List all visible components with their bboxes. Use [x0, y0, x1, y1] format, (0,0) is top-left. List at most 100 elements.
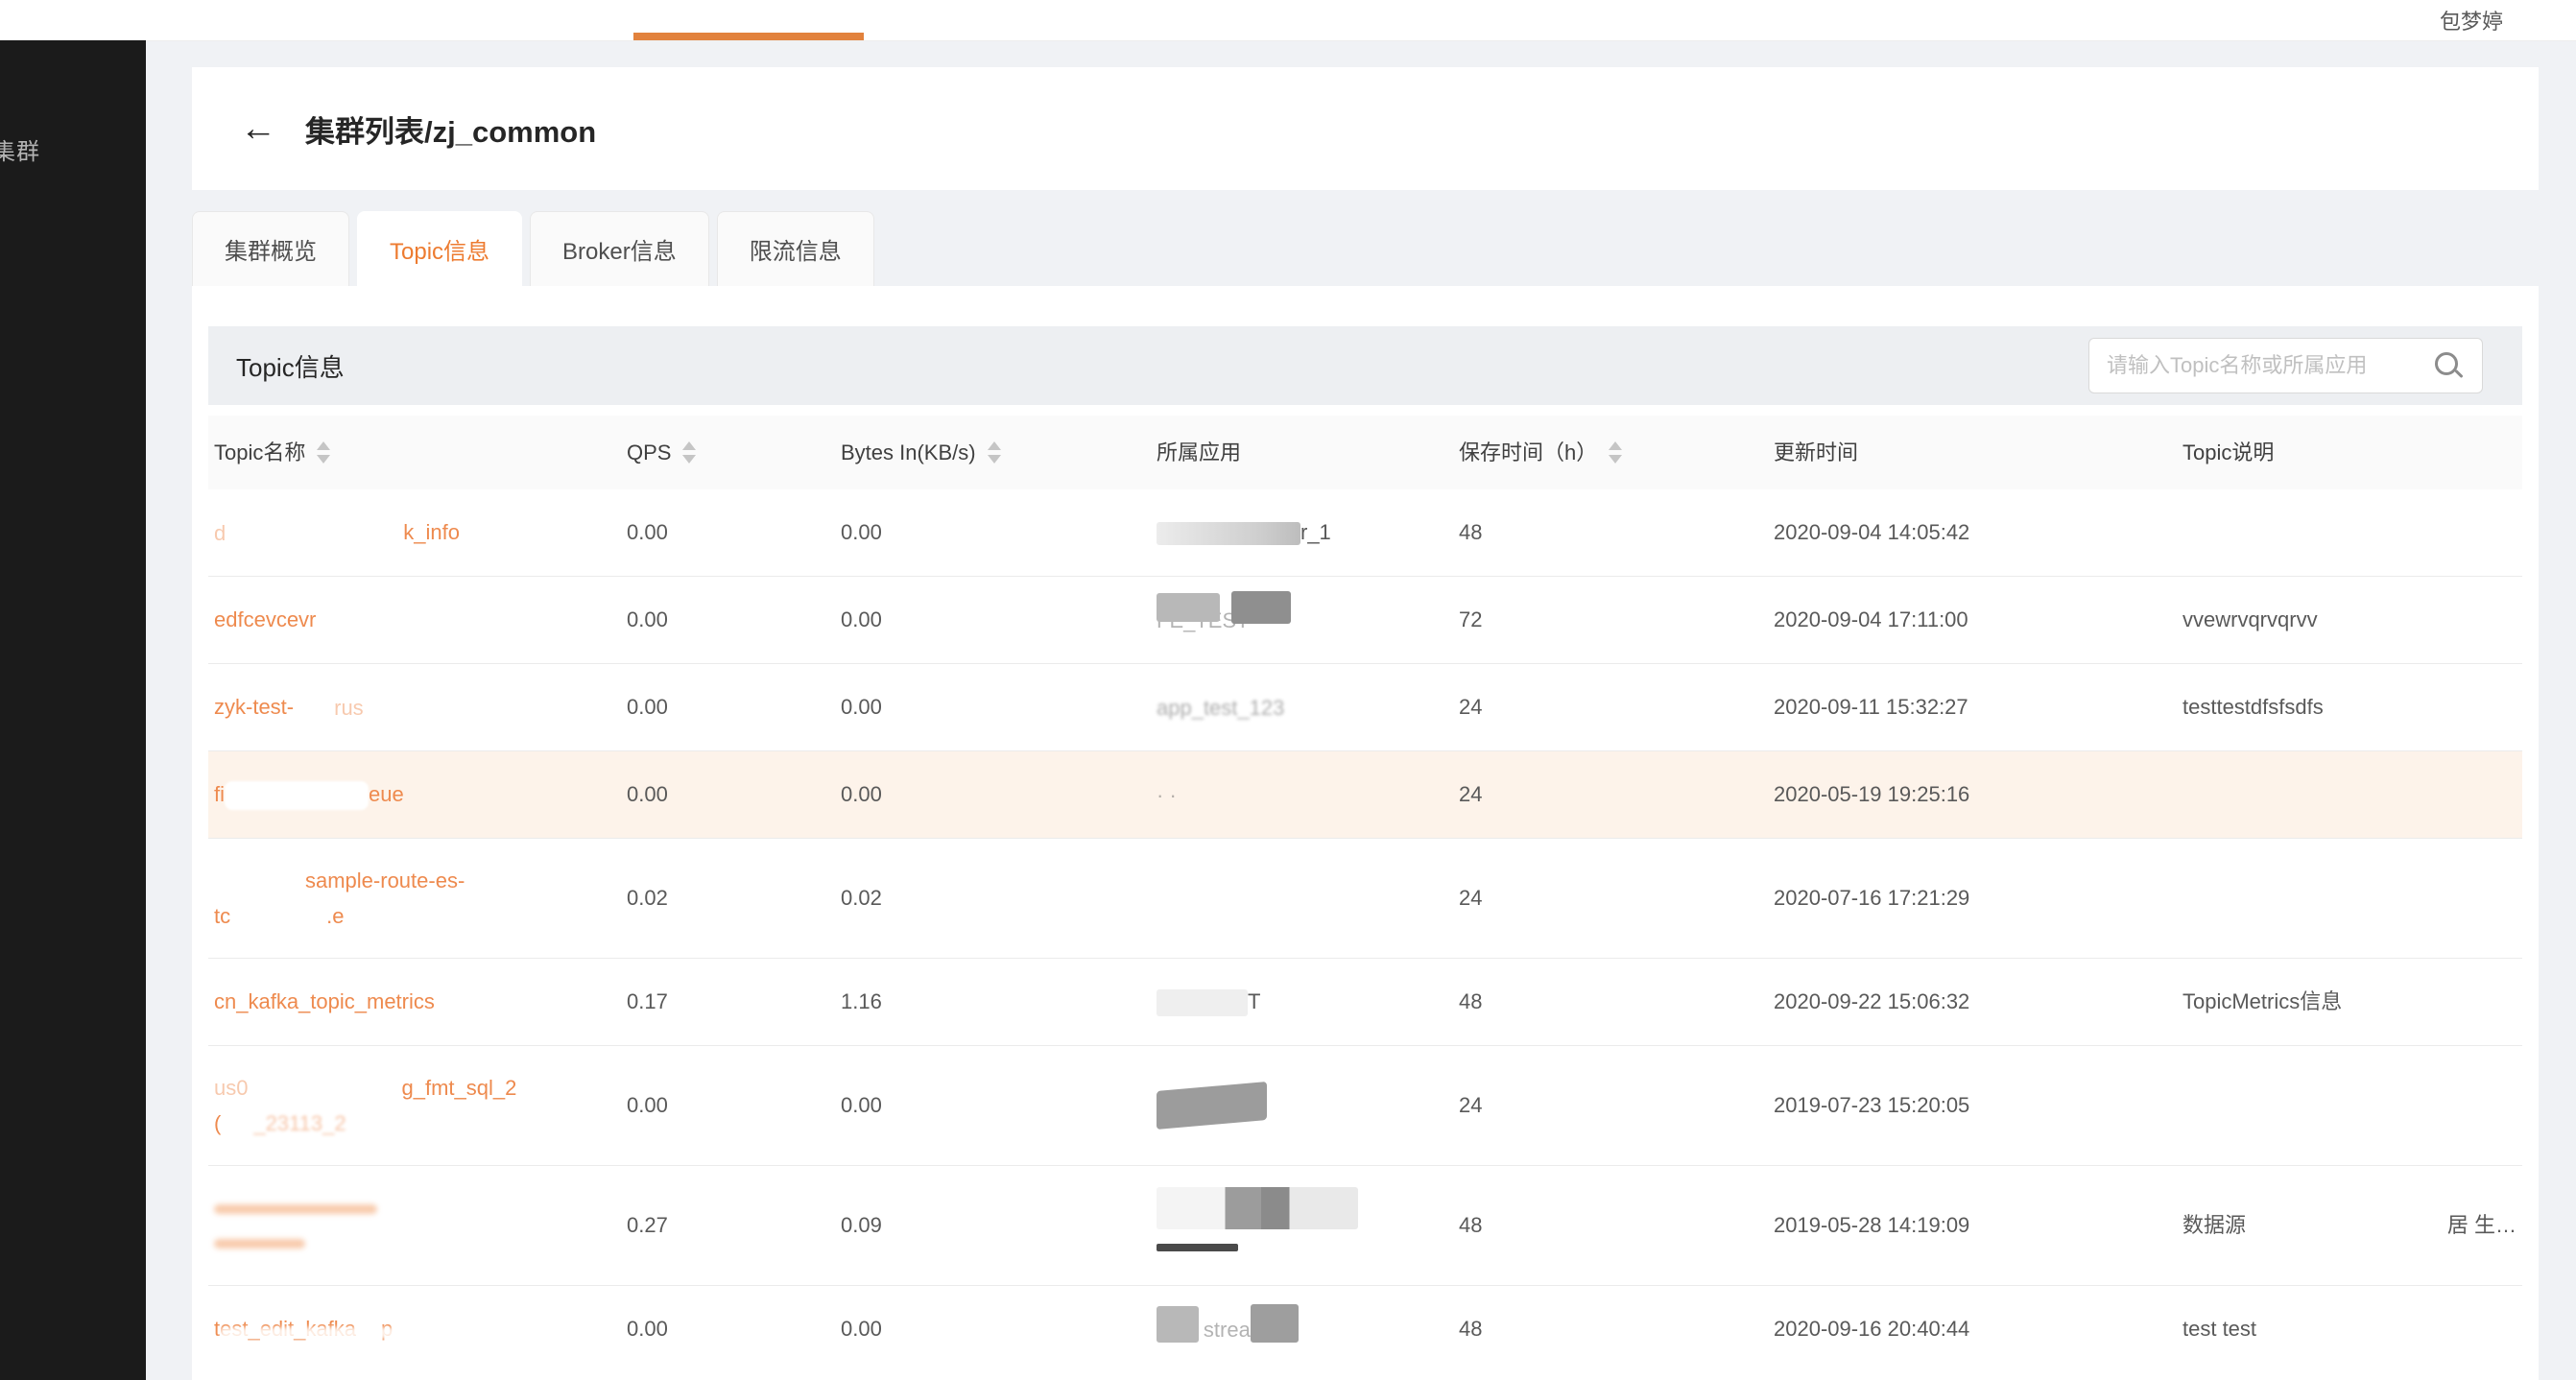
- topic-link[interactable]: fi: [214, 782, 225, 807]
- description-cell: vvewrvqrvqrvv: [2177, 577, 2522, 663]
- back-arrow-icon[interactable]: ←: [240, 108, 276, 149]
- cell-text: · ·: [1157, 782, 1177, 807]
- overflow-text: 居 生…: [2446, 1213, 2516, 1237]
- section-header: Topic信息: [208, 326, 2522, 405]
- tab-0[interactable]: 集群概览: [192, 211, 349, 286]
- bytes-in-cell: 0.02: [841, 886, 882, 910]
- retention-cell: 24: [1459, 1093, 1483, 1117]
- redaction-block: [1157, 1081, 1267, 1130]
- active-nav-indicator[interactable]: [633, 33, 864, 40]
- search-input[interactable]: [2088, 338, 2483, 393]
- topic-link[interactable]: .e: [326, 904, 345, 929]
- redaction-block: [1157, 1306, 1199, 1343]
- table-row: cn_kafka_topic_metrics 0.17 1.16 T 48 2020-09…: [208, 958, 2522, 1045]
- app-cell: [1151, 1166, 1453, 1285]
- topic-link[interactable]: cn_kafka_topic_metrics: [214, 989, 435, 1014]
- topic-name-cell: edfcevcevr: [208, 577, 621, 663]
- topic-link[interactable]: _23113_2: [253, 1111, 346, 1136]
- column-label: Topic名称: [214, 440, 306, 464]
- column-header[interactable]: Topic名称: [208, 416, 621, 489]
- description-text: vvewrvqrvqrvv: [2182, 607, 2318, 631]
- table-row: edfcevcevr 0.00 0.00 FE_TEST72 2020-09-04 17…: [208, 576, 2522, 663]
- search-icon[interactable]: [2435, 352, 2458, 375]
- topic-link[interactable]: us0: [214, 1076, 249, 1100]
- topic-link[interactable]: zyk-test-: [214, 695, 295, 720]
- column-header[interactable]: Bytes In(KB/s): [835, 416, 1151, 489]
- bytes-in-cell: 0.00: [841, 1317, 882, 1341]
- qps-cell: 0.00: [627, 695, 668, 719]
- search-box: [2088, 338, 2483, 393]
- tab-2[interactable]: Broker信息: [530, 211, 709, 286]
- description-cell: test test: [2177, 1286, 2522, 1372]
- bytes-in-cell: 0.00: [841, 782, 882, 806]
- tab-1[interactable]: Topic信息: [357, 211, 523, 286]
- updated-cell: 2020-09-11 15:32:27: [1774, 695, 1968, 719]
- qps-cell: 0.00: [627, 1093, 668, 1117]
- updated-cell: 2020-05-19 19:25:16: [1774, 782, 1970, 806]
- user-menu[interactable]: 包梦婷: [2439, 10, 2503, 34]
- topic-link[interactable]: d: [214, 520, 227, 545]
- redaction-block: [225, 780, 369, 810]
- app-cell: T: [1151, 959, 1453, 1045]
- redaction-block: [214, 1204, 377, 1215]
- qps-cell: 0.17: [627, 989, 668, 1013]
- section-title: Topic信息: [236, 352, 345, 382]
- description-text: testtestdfsfsdfs: [2182, 695, 2324, 719]
- sidebar: 集群: [0, 40, 146, 1380]
- column-label: Bytes In(KB/s): [841, 440, 976, 464]
- column-header[interactable]: 保存时间（h）: [1453, 416, 1768, 489]
- sort-icon[interactable]: [987, 441, 1001, 464]
- column-header: 所属应用: [1151, 416, 1453, 489]
- topic-link[interactable]: sample-route-es-: [305, 868, 465, 892]
- column-label: Topic说明: [2182, 440, 2275, 464]
- table-body: d k_info 0.00 0.00 r_1 48 2020-09-04 14:05:42 e…: [208, 489, 2522, 1372]
- topic-link[interactable]: tc: [214, 904, 231, 929]
- qps-cell: 0.00: [627, 607, 668, 631]
- tab-3[interactable]: 限流信息: [716, 211, 874, 286]
- description-cell: [2177, 839, 2522, 958]
- updated-cell: 2020-07-16 17:21:29: [1774, 886, 1970, 910]
- topic-name-cell: test_edit_kafkap: [208, 1286, 621, 1372]
- table-row: us0 g_fmt_sql_2 (_23113_2 0.00 0.00 24 2019-07…: [208, 1045, 2522, 1165]
- sort-icon[interactable]: [317, 441, 331, 464]
- description-text: 数据源: [2182, 1213, 2247, 1237]
- topic-name-cell: us0 g_fmt_sql_2 ( _23113_2: [208, 1046, 621, 1165]
- retention-cell: 48: [1459, 1317, 1483, 1341]
- column-header[interactable]: QPS: [621, 416, 835, 489]
- topic-link[interactable]: (: [214, 1111, 222, 1136]
- redaction-block: [214, 1239, 305, 1249]
- tabs: 集群概览 Topic信息 Broker信息 限流信息: [192, 211, 874, 286]
- updated-cell: 2020-09-22 15:06:32: [1774, 989, 1970, 1013]
- table-row: sample-route-es-tc .e 0.02 0.02 24 2020-07-16…: [208, 838, 2522, 958]
- bytes-in-cell: 1.16: [841, 989, 882, 1013]
- column-header: Topic说明: [2177, 416, 2522, 489]
- topic-link[interactable]: k_info: [403, 520, 460, 545]
- app-cell: data stream…: [1151, 1286, 1453, 1372]
- retention-cell: 24: [1459, 886, 1483, 910]
- qps-cell: 0.27: [627, 1213, 668, 1237]
- topic-link[interactable]: rus: [334, 695, 364, 720]
- redaction-block: [1157, 988, 1248, 1016]
- column-label: 更新时间: [1774, 440, 1859, 464]
- topic-link[interactable]: g_fmt_sql_2: [401, 1076, 517, 1100]
- description-cell: testtestdfsfsdfs: [2177, 664, 2522, 750]
- redaction-block: [1231, 591, 1291, 624]
- retention-cell: 48: [1459, 1213, 1483, 1237]
- bytes-in-cell: 0.00: [841, 520, 882, 544]
- app-cell: r_1: [1151, 489, 1453, 576]
- column-label: 所属应用: [1157, 440, 1242, 464]
- sidebar-item-cluster[interactable]: 集群: [0, 139, 40, 165]
- sort-icon[interactable]: [682, 441, 697, 464]
- retention-cell: 48: [1459, 520, 1483, 544]
- column-header: 更新时间: [1768, 416, 2177, 489]
- column-label: 保存时间（h）: [1459, 440, 1598, 464]
- top-navbar: 包梦婷: [0, 0, 2576, 41]
- updated-cell: 2019-07-23 15:20:05: [1774, 1093, 1970, 1117]
- topic-link[interactable]: eue: [369, 782, 404, 807]
- cell-text: T: [1248, 989, 1261, 1014]
- topic-link[interactable]: edfcevcevr: [214, 607, 317, 632]
- sort-icon[interactable]: [1609, 441, 1623, 464]
- topic-table: Topic名称 QPS Bytes In(KB/s) 所属应用 保存时间（h） 更新时间 T…: [208, 416, 2522, 1372]
- description-text: TopicMetrics信息: [2182, 989, 2343, 1013]
- table-row: d k_info 0.00 0.00 r_1 48 2020-09-04 14:05:42: [208, 489, 2522, 576]
